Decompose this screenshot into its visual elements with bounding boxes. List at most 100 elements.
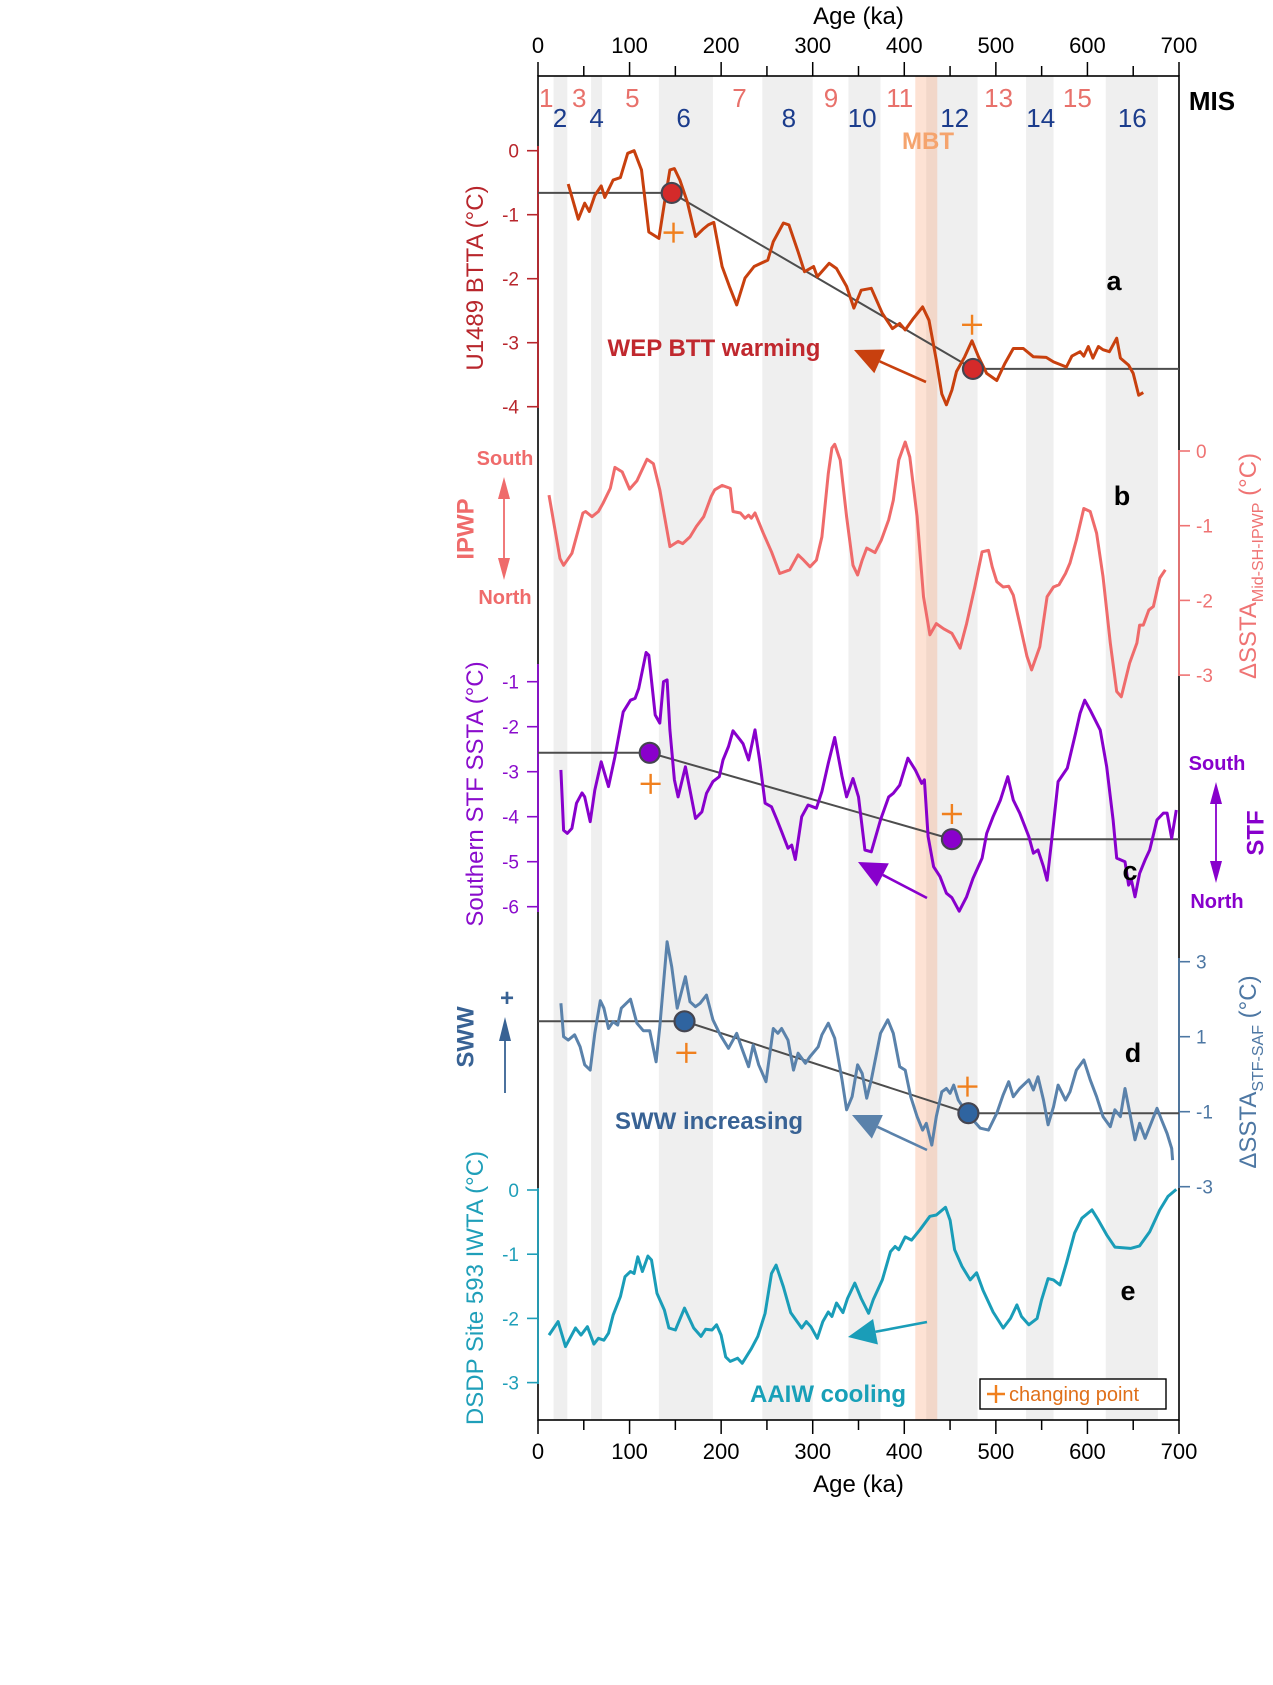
mis-stage-label: 3 bbox=[572, 83, 586, 113]
x-tick-label-bottom: 400 bbox=[886, 1439, 923, 1464]
breakpoint-marker bbox=[660, 181, 683, 205]
x-tick-label-top: 100 bbox=[611, 33, 648, 58]
y-tick-label: 0 bbox=[508, 1181, 519, 1202]
y-tick-label: -5 bbox=[502, 853, 519, 874]
glacial-band-mis-2 bbox=[553, 76, 568, 1420]
y-axis-title-main: Southern STF SSTA bbox=[462, 710, 489, 927]
changing-point-marker bbox=[640, 773, 661, 794]
y-tick-label: 0 bbox=[508, 142, 519, 163]
x-tick-label-top: 500 bbox=[977, 33, 1014, 58]
trend-arrow-e bbox=[848, 1319, 928, 1345]
mis-stage-label: 9 bbox=[824, 83, 838, 113]
trend-arrow-e-shaft bbox=[875, 1320, 928, 1334]
y-axis-title-unit: (°C) bbox=[1235, 975, 1262, 1025]
y-tick-label: -1 bbox=[1196, 1103, 1213, 1124]
mis-stage-label: 1 bbox=[539, 83, 553, 113]
y-axis-title-d: ΔSSTASTF-SAF (°C) bbox=[1235, 975, 1266, 1168]
legend-label: changing point bbox=[1009, 1384, 1140, 1406]
panel-b: 0 -1 -2 -3 ΔSSTAMid-SH-IPWP (°C) b IPWP South No… bbox=[452, 440, 1267, 699]
breakpoint-marker bbox=[673, 1010, 696, 1033]
y-axis-title-subscript: STF-SAF bbox=[1250, 1025, 1267, 1092]
y-tick-label: -4 bbox=[502, 398, 519, 419]
y-axis-title-b: ΔSSTAMid-SH-IPWP (°C) bbox=[1235, 453, 1266, 679]
y-axis-title-unit: (°C) bbox=[462, 185, 489, 235]
y-axis-title-c: Southern STF SSTA (°C) bbox=[462, 661, 489, 926]
y-axis-title-unit: (°C) bbox=[462, 661, 489, 711]
double-arrow-up bbox=[1210, 782, 1222, 833]
trend-line-d bbox=[538, 1020, 1179, 1115]
mis-stage-label: 15 bbox=[1063, 83, 1092, 113]
mis-stage-label: 13 bbox=[984, 83, 1013, 113]
y-tick-label: -4 bbox=[502, 808, 519, 829]
direction-label: STF bbox=[1242, 810, 1269, 855]
mis-stage-label: 16 bbox=[1118, 103, 1147, 133]
y-axis-title-main: ΔSSTA bbox=[1235, 602, 1262, 679]
double-arrow-down bbox=[498, 528, 510, 580]
y-tick-label: -1 bbox=[502, 206, 519, 227]
trend-arrow-a-head bbox=[854, 349, 885, 374]
y-tick-label: -2 bbox=[1196, 591, 1213, 612]
y-axis-title-subscript: Mid-SH-IPWP bbox=[1250, 503, 1267, 603]
double-arrow-up-head bbox=[498, 477, 510, 499]
y-tick-label: -3 bbox=[502, 763, 519, 784]
panel-letter-b: b bbox=[1114, 481, 1131, 511]
y-tick-label: -3 bbox=[1196, 666, 1213, 687]
trend-arrow-a-shaft bbox=[879, 360, 927, 384]
trend-arrow-e-head bbox=[848, 1319, 878, 1345]
mis-stage-label: 10 bbox=[848, 103, 877, 133]
x-axis-title-bottom: Age (ka) bbox=[813, 1471, 904, 1498]
direction-indicator-c: STF South North bbox=[1189, 753, 1270, 913]
changing-point-marker bbox=[962, 314, 983, 335]
x-tick-label-bottom: 500 bbox=[977, 1439, 1014, 1464]
direction-bottom-label: North bbox=[478, 587, 531, 609]
y-tick-label: -2 bbox=[502, 270, 519, 291]
series-line-b bbox=[547, 440, 1167, 699]
mis-stage-label: 11 bbox=[886, 83, 913, 113]
trend-arrow-d bbox=[852, 1115, 928, 1152]
x-tick-label-bottom: 0 bbox=[532, 1439, 544, 1464]
mbt-band bbox=[915, 76, 938, 1420]
mis-stage-label: 2 bbox=[553, 103, 567, 133]
y-axis-title-main: DSDP Site 593 IWTA bbox=[462, 1199, 489, 1425]
changing-point-marker bbox=[663, 222, 684, 243]
direction-indicator-b: IPWP South North bbox=[452, 448, 533, 609]
x-tick-label-bottom: 600 bbox=[1069, 1439, 1106, 1464]
y-tick-label: -3 bbox=[502, 1374, 519, 1395]
y-tick-label: -1 bbox=[502, 1245, 519, 1266]
x-tick-label-bottom: 700 bbox=[1161, 1439, 1198, 1464]
breakpoint-marker bbox=[957, 1102, 980, 1125]
y-axis-title-unit: (°C) bbox=[462, 1151, 489, 1201]
double-arrow-down-head bbox=[1210, 861, 1222, 883]
changing-point-marker bbox=[676, 1042, 697, 1063]
series-line-e bbox=[547, 1188, 1178, 1365]
x-tick-label-top: 200 bbox=[703, 33, 740, 58]
panel-c: -1 -2 -3 -4 -5 -6 Southern STF SSTA (°C) c STF So… bbox=[462, 651, 1270, 927]
trend-arrow-c bbox=[858, 862, 928, 900]
up-arrow-head bbox=[499, 1017, 511, 1041]
y-tick-label: -1 bbox=[1196, 517, 1213, 538]
trend-arrow-d-shaft bbox=[876, 1125, 928, 1152]
trend-arrow-a bbox=[854, 349, 927, 384]
y-tick-label: -1 bbox=[502, 673, 519, 694]
panel-letter-c: c bbox=[1122, 856, 1137, 886]
annotation-text-e: AAIW cooling bbox=[750, 1381, 906, 1408]
panel-d: 3 1 -1 -3 ΔSSTASTF-SAF (°C) d SWW increasing SW… bbox=[452, 940, 1267, 1199]
mbt-label: MBT bbox=[902, 128, 954, 155]
y-axis-title-unit: (°C) bbox=[1235, 453, 1262, 503]
x-tick-label-top: 0 bbox=[532, 33, 544, 58]
x-tick-label-bottom: 300 bbox=[794, 1439, 831, 1464]
glacial-band-mis-4 bbox=[591, 76, 603, 1420]
y-axis-title-a: U1489 BTTA (°C) bbox=[462, 185, 489, 370]
y-axis-title-main: ΔSSTA bbox=[1235, 1092, 1262, 1169]
y-tick-label: 0 bbox=[1196, 442, 1207, 463]
x-tick-label-top: 400 bbox=[886, 33, 923, 58]
y-tick-label: 1 bbox=[1196, 1028, 1207, 1049]
glacial-band-mis-12 bbox=[926, 76, 978, 1420]
x-tick-label-top: 600 bbox=[1069, 33, 1106, 58]
double-arrow-down bbox=[1210, 832, 1222, 883]
legend-changing-point-icon bbox=[987, 1385, 1005, 1403]
double-arrow-up bbox=[498, 477, 510, 529]
up-arrow bbox=[499, 1017, 511, 1093]
y-tick-label: -3 bbox=[1196, 1178, 1213, 1199]
